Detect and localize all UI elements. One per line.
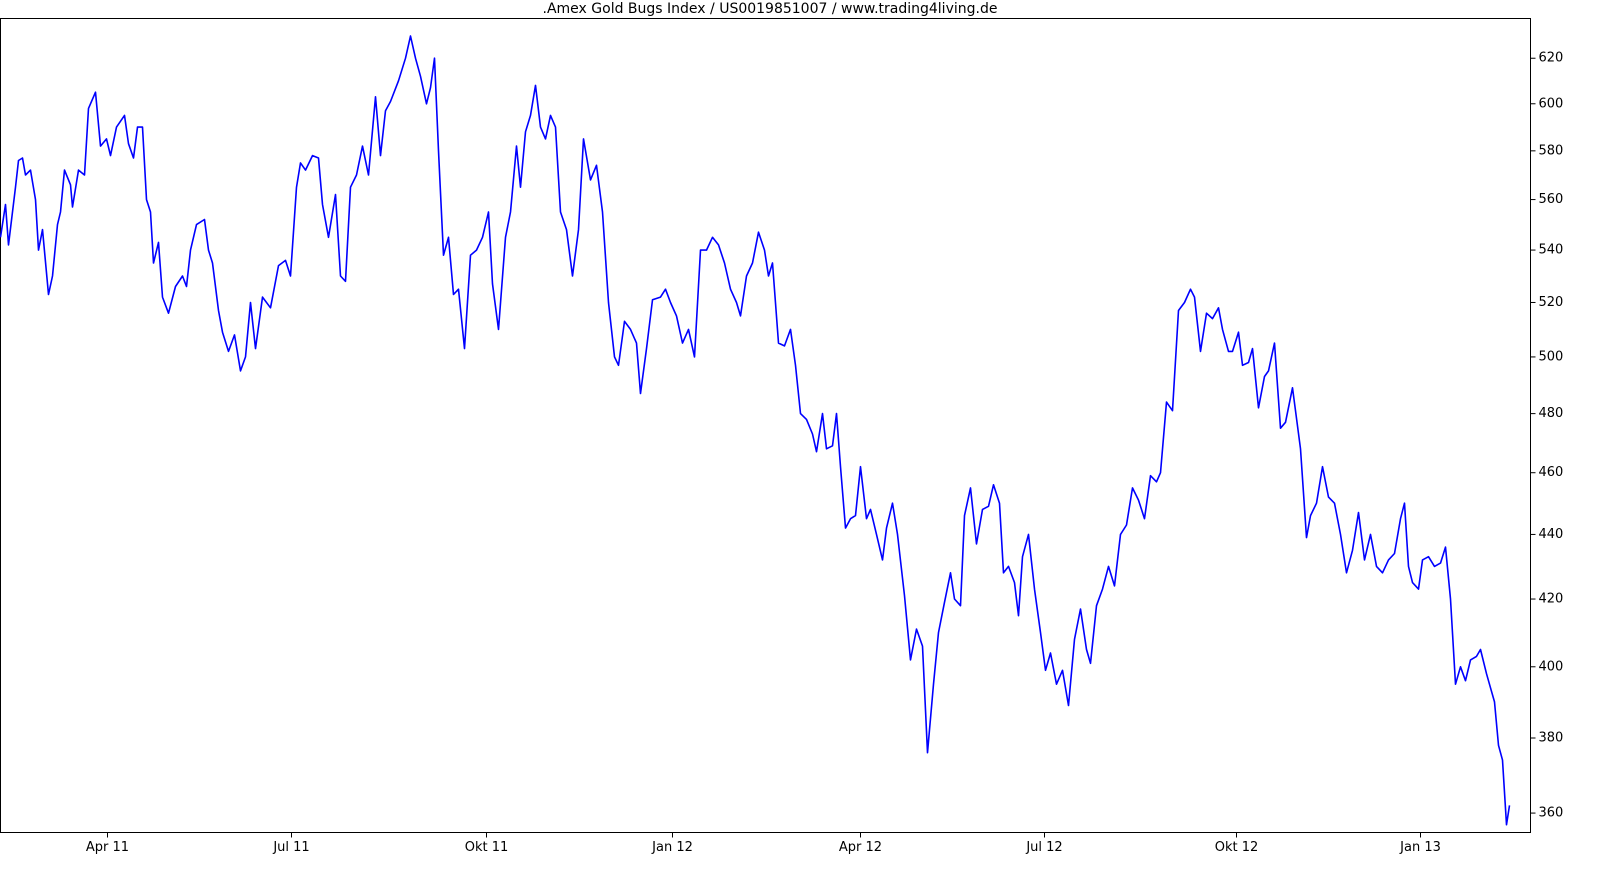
y-tick-label: 540	[1539, 243, 1564, 258]
x-tick-label: Jan 13	[1399, 840, 1441, 855]
y-tick-label: 500	[1539, 349, 1564, 364]
x-tick-label: Jul 12	[1025, 840, 1062, 855]
x-tick-label: Apr 12	[839, 840, 882, 855]
y-tick-label: 460	[1539, 465, 1564, 480]
y-tick-label: 380	[1539, 731, 1564, 746]
chart-title: .Amex Gold Bugs Index / US0019851007 / w…	[543, 1, 998, 17]
price-line	[0, 35, 1511, 826]
y-tick-label: 360	[1539, 806, 1564, 821]
y-tick-label: 400	[1539, 659, 1564, 674]
x-tick-label: Jan 12	[651, 840, 693, 855]
y-tick-label: 600	[1539, 96, 1564, 111]
y-tick-label: 580	[1539, 143, 1564, 158]
y-tick-label: 420	[1539, 592, 1564, 607]
x-tick-label: Okt 11	[465, 840, 509, 855]
plot-frame	[0, 18, 1531, 833]
x-tick-label: Okt 12	[1215, 840, 1259, 855]
x-tick-label: Apr 11	[86, 840, 129, 855]
y-tick-label: 560	[1539, 192, 1564, 207]
y-tick-label: 520	[1539, 295, 1564, 310]
y-tick-label: 440	[1539, 527, 1564, 542]
y-tick-label: 480	[1539, 406, 1564, 421]
y-tick-label: 620	[1539, 51, 1564, 66]
x-tick-label: Jul 11	[272, 840, 309, 855]
